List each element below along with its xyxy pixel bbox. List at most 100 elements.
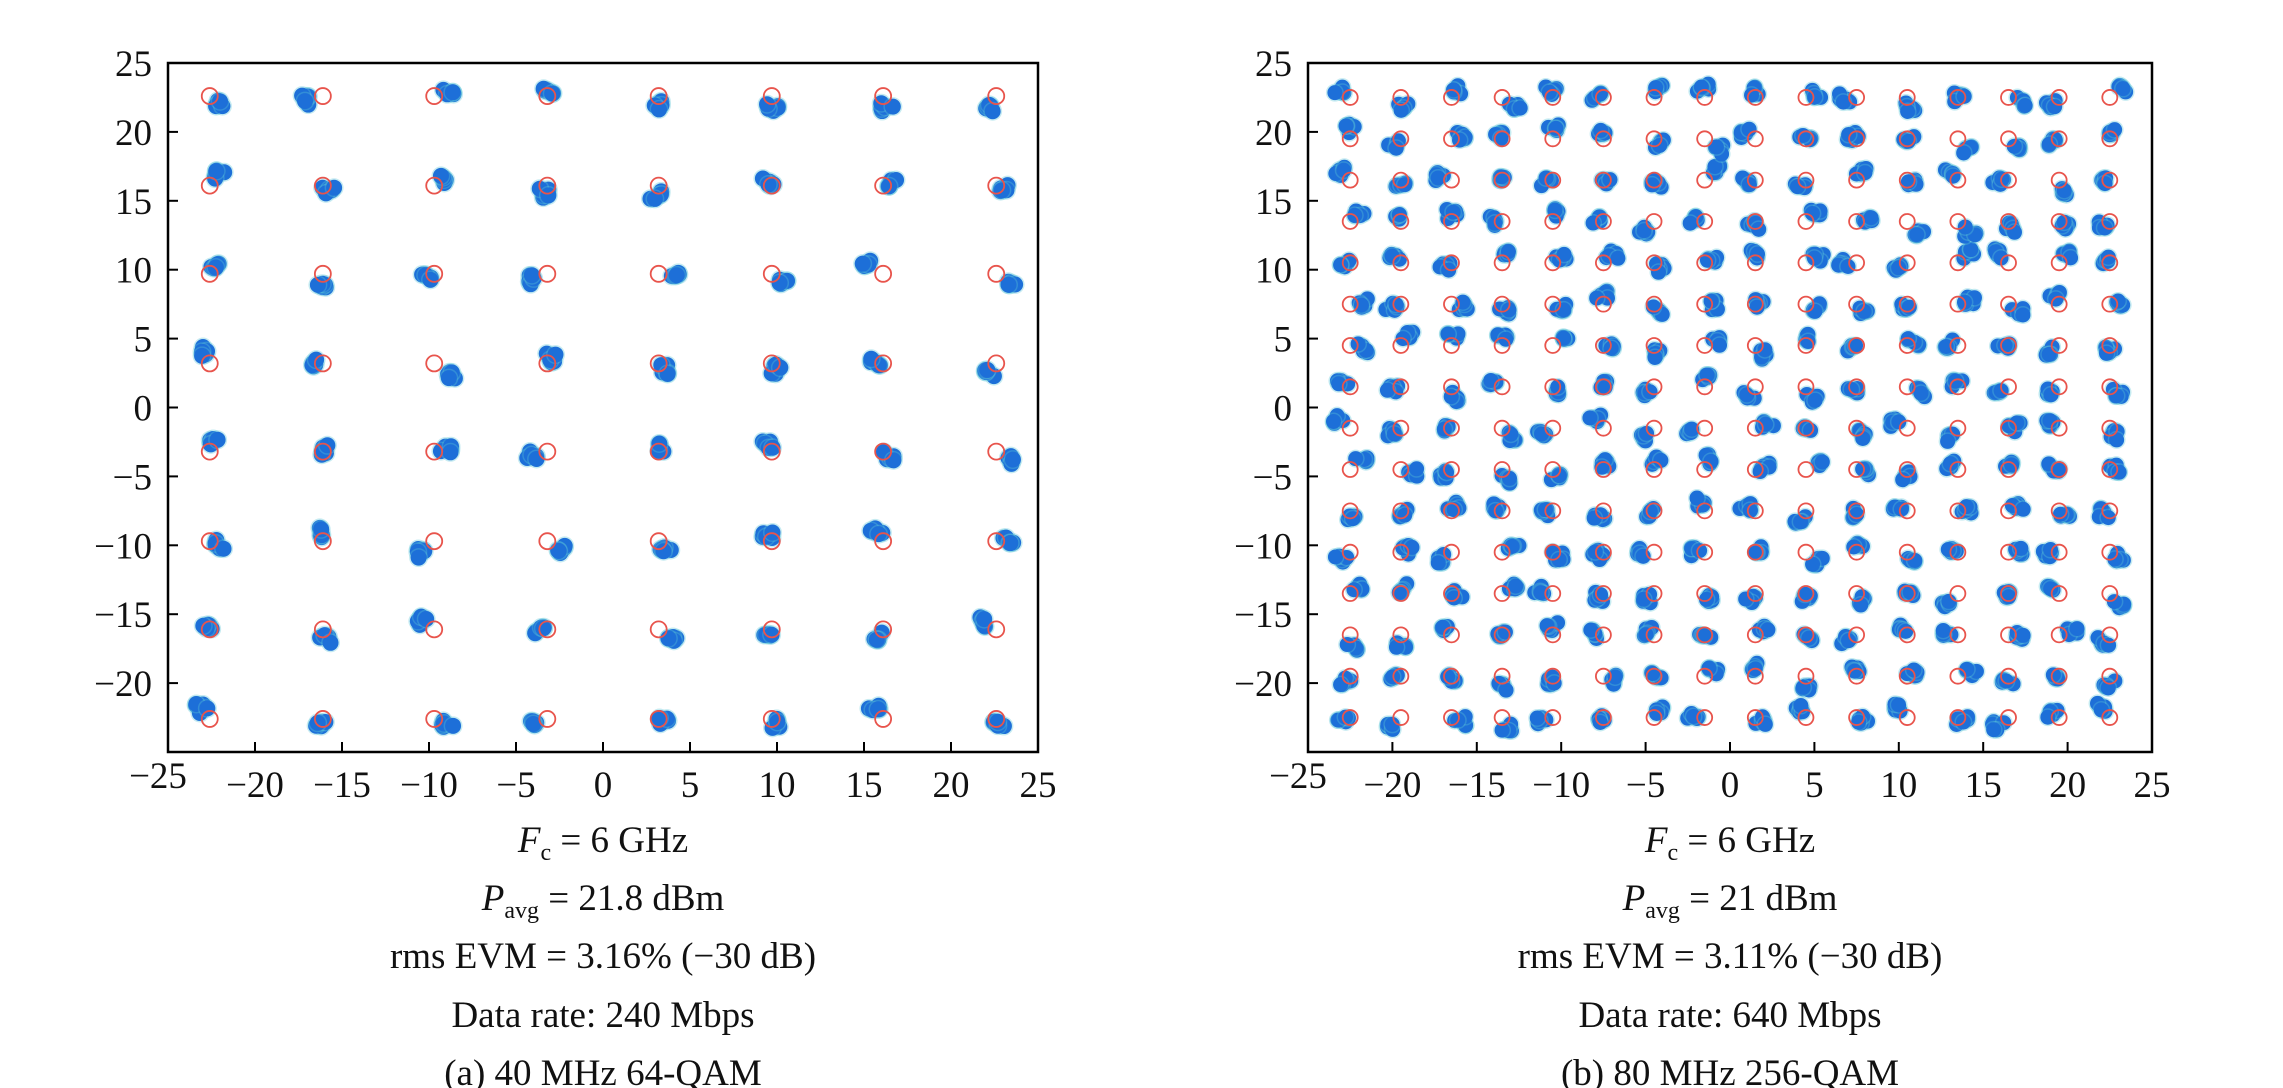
ideal-point bbox=[649, 264, 668, 283]
x-tick-label: 25 bbox=[1020, 765, 1057, 806]
measured-point bbox=[2107, 122, 2123, 138]
x-tick-label: −15 bbox=[1448, 765, 1506, 806]
x-tick-label: −5 bbox=[1626, 765, 1665, 806]
measured-point bbox=[1488, 503, 1504, 519]
y-tick-label: 15 bbox=[115, 182, 152, 223]
caption-b-fc: Fc = 6 GHz bbox=[1644, 820, 1815, 866]
measured-point bbox=[1592, 714, 1608, 730]
measured-point bbox=[212, 93, 229, 110]
ideal-point bbox=[425, 620, 444, 639]
measured-point bbox=[1701, 660, 1717, 676]
measured-point bbox=[772, 359, 789, 376]
panel-b-256qam: −25 −20 −15 −10 −5 0 5 10 15 20 252520151050−5−10−… bbox=[1234, 44, 2170, 806]
measured-point bbox=[884, 98, 901, 115]
measured-point bbox=[1856, 303, 1872, 319]
x-tick-label: −25 bbox=[129, 756, 187, 797]
measured-point bbox=[309, 276, 326, 293]
measured-point bbox=[1338, 709, 1354, 725]
measured-point bbox=[1327, 549, 1343, 565]
measured-point bbox=[1583, 622, 1599, 638]
measured-point bbox=[651, 101, 668, 118]
ideal-point bbox=[874, 620, 893, 639]
measured-point bbox=[1789, 179, 1805, 195]
ideal-point bbox=[874, 264, 893, 283]
caption-a-rate: Data rate: 240 Mbps bbox=[451, 995, 754, 1036]
measured-point bbox=[1435, 619, 1451, 635]
y-tick-label: −20 bbox=[94, 664, 152, 705]
measured-point bbox=[1397, 177, 1413, 193]
ideal-point bbox=[2101, 89, 2119, 106]
measured-point bbox=[1610, 250, 1626, 266]
ideal-point bbox=[313, 176, 332, 195]
caption-b-rate: Data rate: 640 Mbps bbox=[1578, 995, 1881, 1036]
measured-point bbox=[1409, 461, 1425, 477]
x-tick-label: 20 bbox=[2049, 765, 2086, 806]
measured-point bbox=[1758, 416, 1774, 432]
x-tick-label: 25 bbox=[2134, 765, 2171, 806]
y-tick-label: 20 bbox=[115, 113, 152, 154]
measured-point bbox=[296, 93, 313, 110]
x-tick-label: 0 bbox=[594, 765, 613, 806]
measured-point bbox=[1814, 454, 1830, 470]
y-tick-label: 15 bbox=[1255, 182, 1292, 223]
measured-point bbox=[1483, 372, 1499, 388]
ideal-point bbox=[649, 354, 668, 373]
y-tick-label: 25 bbox=[115, 44, 152, 85]
y-tick-label: 5 bbox=[134, 320, 153, 361]
ideal-point bbox=[649, 442, 668, 461]
measured-point bbox=[445, 717, 462, 734]
measured-point bbox=[1938, 338, 1954, 354]
y-tick-label: 5 bbox=[1274, 320, 1293, 361]
measured-point bbox=[1551, 468, 1567, 484]
measured-point bbox=[1652, 137, 1668, 153]
y-tick-label: −10 bbox=[94, 526, 152, 567]
measured-point bbox=[1906, 662, 1922, 678]
measured-point bbox=[660, 630, 677, 647]
measured-point bbox=[1945, 168, 1961, 184]
ideal-point bbox=[762, 620, 781, 639]
measured-point bbox=[2047, 99, 2063, 115]
measured-point bbox=[1327, 85, 1343, 101]
measured-point bbox=[759, 96, 776, 113]
measured-point bbox=[1533, 585, 1549, 601]
measured-point bbox=[442, 444, 459, 461]
measured-point bbox=[1653, 452, 1669, 468]
measured-point bbox=[1550, 379, 1566, 395]
ideal-point bbox=[200, 442, 219, 461]
measured-point bbox=[1607, 669, 1623, 685]
measured-point bbox=[1857, 165, 1873, 181]
ideal-point bbox=[313, 620, 332, 639]
measured-point bbox=[1592, 86, 1608, 102]
ideal-point bbox=[313, 710, 332, 728]
ideal-point bbox=[313, 354, 332, 373]
measured-point bbox=[1500, 244, 1516, 260]
ideal-point bbox=[425, 87, 444, 105]
measured-point bbox=[1893, 501, 1909, 517]
x-tick-label: −20 bbox=[1363, 765, 1421, 806]
measured-point bbox=[1738, 591, 1754, 607]
measured-point bbox=[1805, 556, 1821, 572]
measured-point bbox=[1741, 121, 1757, 137]
ideal-point bbox=[762, 532, 781, 551]
measured-point bbox=[1835, 94, 1851, 110]
measured-point bbox=[1000, 276, 1017, 293]
measured-point bbox=[2115, 81, 2131, 97]
measured-point bbox=[2110, 293, 2126, 309]
ideal-point bbox=[200, 264, 219, 283]
measured-point bbox=[1548, 120, 1564, 136]
measured-point bbox=[1494, 722, 1510, 738]
x-tick-label: −25 bbox=[1269, 756, 1327, 797]
measured-point bbox=[1682, 215, 1698, 231]
ideal-point bbox=[200, 354, 219, 373]
measured-point bbox=[979, 361, 996, 378]
measured-point bbox=[2015, 627, 2031, 643]
x-tick-label: −15 bbox=[313, 765, 371, 806]
panel-a-64qam: −25 −20 −15 −10 −5 0 5 10 15 20 252520151050−5−10−… bbox=[94, 44, 1056, 806]
measured-point bbox=[1639, 425, 1655, 441]
measured-point bbox=[1807, 89, 1823, 105]
ideal-point bbox=[987, 87, 1006, 105]
measured-point bbox=[1589, 290, 1605, 306]
caption-a-pavg: Pavg = 21.8 dBm bbox=[481, 878, 725, 924]
measured-point bbox=[410, 549, 427, 566]
measured-point bbox=[1430, 555, 1446, 571]
